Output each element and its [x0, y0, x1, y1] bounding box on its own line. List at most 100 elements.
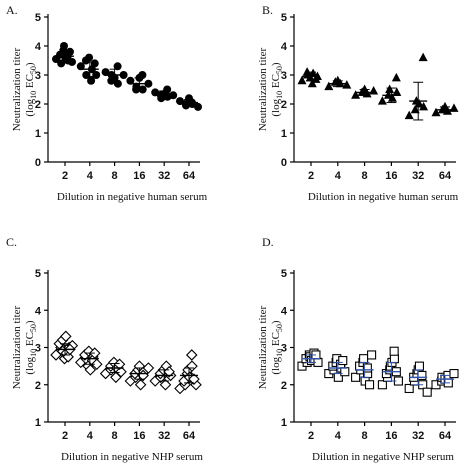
data-point [134, 378, 147, 391]
x-axis-title: Dilution in negative NHP serum [61, 451, 203, 463]
panel-a: A. 0 1 2 3 4 5 2 4 8 16 32 64 Dilution in negative hu… [6, 3, 208, 203]
x-tick-label: 4 [335, 170, 342, 182]
data-point [367, 350, 377, 360]
y-tick-label: 2 [281, 99, 287, 111]
data-point [132, 82, 141, 91]
data-point [449, 103, 459, 112]
y-tick-label: 1 [281, 128, 287, 140]
data-point [188, 373, 200, 385]
y-axis-title: Neutralization titer [257, 305, 269, 389]
data-point [364, 380, 375, 390]
x-tick-label: 32 [158, 170, 170, 182]
x-axis-title: Dilution in negative human serum [308, 191, 459, 203]
data-point [418, 52, 428, 62]
x-tick-label: 4 [335, 430, 342, 442]
data-point [414, 99, 424, 108]
data-point [431, 107, 441, 117]
data-point [65, 47, 74, 56]
x-tick-label: 16 [385, 170, 397, 182]
data-point [404, 110, 414, 120]
data-point [410, 104, 420, 114]
data-point [404, 383, 414, 394]
data-point [163, 85, 172, 94]
x-tick-label: 64 [183, 170, 196, 182]
data-point [113, 79, 122, 88]
y-tick-label: 1 [35, 128, 41, 140]
data-point [351, 90, 361, 99]
data-point [90, 59, 99, 68]
y-tick-label: 5 [281, 12, 287, 24]
data-point [385, 84, 395, 93]
data-point [60, 330, 72, 343]
data-point [351, 372, 361, 382]
data-point [392, 87, 402, 96]
data-point [91, 358, 103, 371]
data-point [377, 96, 387, 105]
x-tick-label: 32 [412, 170, 424, 182]
data-point [369, 85, 379, 95]
data-point [391, 72, 401, 82]
x-tick-label: 64 [439, 430, 452, 442]
panel-c: C. 1 2 3 4 5 2 4 8 16 32 64 Dilution in negative NHP… [6, 235, 203, 463]
y-tick-label: 3 [35, 343, 41, 355]
panel-label: B. [262, 3, 273, 17]
x-tick-label: 32 [158, 430, 170, 442]
panel-label: A. [6, 3, 18, 17]
y-tick-label: 3 [281, 343, 287, 355]
x-tick-label: 64 [439, 170, 452, 182]
x-tick-label: 8 [362, 430, 368, 442]
x-tick-label: 8 [362, 170, 368, 182]
x-tick-label: 4 [87, 430, 94, 442]
data-point [449, 369, 459, 379]
data-point [159, 378, 172, 391]
y-axis-subtitle: (log10 EC50) [270, 320, 284, 375]
y-axis-title: Neutralization titer [11, 47, 23, 131]
y-tick-label: 2 [35, 99, 41, 111]
data-point [113, 62, 122, 71]
data-point [362, 363, 372, 373]
x-tick-label: 2 [62, 430, 68, 442]
data-point [76, 62, 85, 71]
x-tick-label: 32 [412, 430, 424, 442]
y-tick-label: 4 [281, 305, 288, 317]
data-point [115, 365, 127, 378]
x-axis-title: Dilution in negative human serum [57, 191, 208, 203]
y-tick-label: 2 [35, 380, 41, 392]
y-tick-label: 0 [281, 157, 287, 169]
y-axis-subtitle: (log10 EC50) [24, 62, 38, 117]
x-tick-label: 8 [112, 430, 118, 442]
y-axis-subtitle: (log10 EC50) [24, 320, 38, 375]
y-tick-label: 3 [281, 70, 287, 82]
data-point [68, 57, 76, 66]
y-tick-label: 4 [35, 41, 42, 53]
x-tick-label: 64 [183, 430, 196, 442]
x-tick-label: 8 [112, 170, 118, 182]
y-tick-label: 5 [35, 268, 41, 280]
x-tick-label: 16 [133, 170, 145, 182]
y-tick-label: 5 [35, 12, 41, 24]
y-tick-label: 2 [281, 380, 287, 392]
data-point [389, 354, 399, 364]
panel-d: D. 1 2 3 4 5 2 4 8 16 32 64 Dilution in negative NHP… [257, 235, 459, 463]
data-point [87, 76, 96, 85]
data-point [414, 361, 424, 371]
x-tick-label: 2 [62, 170, 68, 182]
y-axis-title: Neutralization titer [257, 47, 269, 131]
data-point [101, 68, 110, 77]
data-point [126, 76, 135, 85]
data-point [82, 71, 91, 79]
data-point [324, 81, 334, 91]
data-point [297, 75, 307, 85]
data-point [338, 355, 348, 366]
data-point [85, 53, 94, 62]
data-point [422, 387, 432, 397]
y-tick-label: 5 [281, 268, 287, 280]
x-tick-label: 4 [87, 170, 94, 182]
data-point [57, 59, 66, 68]
x-tick-label: 16 [133, 430, 145, 442]
y-axis-title: Neutralization titer [11, 305, 23, 389]
data-point [359, 354, 369, 364]
data-point [169, 91, 178, 100]
y-tick-label: 1 [35, 417, 41, 429]
